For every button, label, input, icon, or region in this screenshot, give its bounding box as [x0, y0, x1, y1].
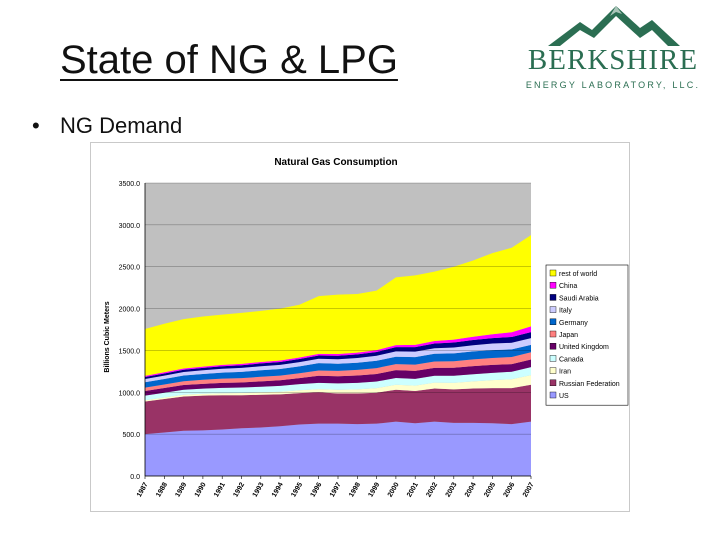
x-tick-label: 1991 [213, 481, 227, 498]
legend-swatch [549, 355, 557, 362]
legend-swatch [549, 342, 557, 350]
logo-wordmark: BERKSHIRE [527, 44, 699, 76]
x-tick-label: 2007 [522, 481, 536, 498]
area-series-japan [145, 352, 531, 392]
y-tick-label: 0.0 [130, 474, 140, 481]
slide-title: State of NG & LPG [60, 38, 398, 82]
legend-label: Russian Federation [559, 381, 620, 388]
legend-swatch [549, 330, 557, 338]
area-series-iran [145, 375, 531, 402]
y-tick-label: 2000.0 [119, 307, 141, 314]
x-tick-label: 1996 [310, 481, 324, 498]
x-tick-label: 2001 [406, 481, 420, 498]
y-tick-label: 1500.0 [119, 348, 141, 355]
logo-subtitle: ENERGY LABORATORY, LLC. [525, 80, 701, 90]
area-series-saudi-arabia [145, 332, 531, 380]
area-series-canada [145, 367, 531, 401]
legend-swatch [549, 379, 557, 387]
mountain-logo-icon [548, 6, 680, 46]
legend-label: Canada [559, 356, 584, 363]
x-tick-label: 1995 [290, 481, 304, 498]
area-series-united-kingdom [145, 359, 531, 396]
legend-label: rest of world [559, 271, 597, 278]
x-tick-label: 2006 [503, 481, 517, 498]
area-series-germany [145, 344, 531, 388]
legend-label: Saudi Arabia [559, 295, 599, 302]
legend-swatch [549, 281, 557, 289]
area-series-rest-of-world [145, 235, 531, 376]
x-tick-label: 1987 [136, 481, 150, 498]
y-tick-label: 500.0 [122, 432, 140, 439]
x-tick-label: 1999 [367, 481, 381, 498]
area-series-china [145, 326, 531, 377]
x-tick-label: 1990 [194, 481, 208, 498]
chart-title: Natural Gas Consumption [274, 157, 397, 168]
x-tick-label: 2004 [464, 481, 478, 498]
x-tick-label: 2003 [445, 481, 459, 498]
legend-label: US [559, 393, 569, 400]
x-tick-label: 2005 [483, 481, 497, 498]
legend-label: United Kingdom [559, 344, 609, 351]
legend-label: Japan [559, 332, 578, 339]
x-tick-label: 1992 [232, 481, 246, 498]
y-tick-label: 2500.0 [119, 265, 141, 272]
legend-swatch [549, 391, 557, 399]
area-series-russian-federation [145, 384, 531, 435]
x-tick-label: 1988 [155, 481, 169, 498]
y-axis-label: Billions Cubic Meters [104, 301, 111, 372]
legend-label: China [559, 283, 577, 290]
x-tick-label: 1994 [271, 481, 285, 498]
y-tick-label: 1000.0 [119, 390, 141, 397]
natural-gas-chart: Natural Gas Consumption Billions Cubic M… [104, 157, 629, 498]
y-tick-label: 3500.0 [119, 181, 141, 188]
legend-swatch [549, 306, 557, 313]
legend-swatch [549, 367, 557, 374]
bullet-text: NG Demand [60, 113, 183, 138]
x-tick-label: 1998 [348, 481, 362, 498]
legend-label: Germany [559, 320, 588, 327]
legend-swatch [549, 269, 557, 277]
x-tick-label: 1989 [174, 481, 188, 498]
area-series-italy [145, 338, 531, 383]
bullet-item: • NG Demand [32, 113, 182, 139]
area-series-us [145, 421, 531, 476]
x-tick-label: 2002 [425, 481, 439, 498]
legend-label: Iran [559, 369, 571, 376]
legend-box [545, 264, 629, 406]
x-tick-label: 1997 [329, 481, 343, 498]
legend-swatch [549, 318, 557, 326]
x-tick-label: 1993 [252, 481, 266, 498]
legend-label: Italy [559, 308, 572, 315]
legend-swatch [549, 294, 557, 301]
chart-container: Natural Gas Consumption Billions Cubic M… [90, 142, 630, 512]
company-logo: BERKSHIRE ENERGY LABORATORY, LLC. [518, 2, 708, 97]
y-tick-label: 3000.0 [119, 223, 141, 230]
x-tick-label: 2000 [387, 481, 401, 498]
bullet-symbol: • [32, 113, 40, 138]
